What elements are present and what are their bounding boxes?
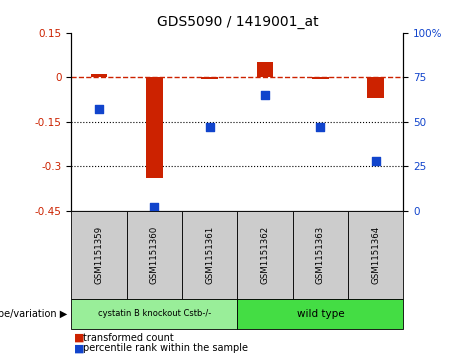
Bar: [201, 77, 218, 79]
Bar: [237, 211, 293, 299]
Text: GSM1151359: GSM1151359: [95, 226, 104, 284]
Bar: [127, 211, 182, 299]
Point: [151, 204, 158, 210]
Text: GSM1151364: GSM1151364: [371, 226, 380, 284]
Text: genotype/variation ▶: genotype/variation ▶: [0, 309, 67, 319]
Text: GSM1151360: GSM1151360: [150, 226, 159, 284]
Bar: [71, 299, 237, 329]
Point: [317, 124, 324, 130]
Bar: [348, 211, 403, 299]
Text: wild type: wild type: [296, 309, 344, 319]
Point: [206, 124, 213, 130]
Bar: [182, 211, 237, 299]
Text: transformed count: transformed count: [83, 333, 174, 343]
Bar: [257, 62, 273, 77]
Text: GSM1151363: GSM1151363: [316, 226, 325, 284]
Point: [95, 106, 103, 112]
Text: percentile rank within the sample: percentile rank within the sample: [83, 343, 248, 354]
Text: GSM1151362: GSM1151362: [260, 226, 270, 284]
Bar: [312, 77, 329, 79]
Bar: [293, 211, 348, 299]
Title: GDS5090 / 1419001_at: GDS5090 / 1419001_at: [157, 15, 318, 29]
Bar: [71, 211, 127, 299]
Text: ■: ■: [74, 343, 84, 354]
Bar: [91, 74, 107, 77]
Text: GSM1151361: GSM1151361: [205, 226, 214, 284]
Point: [261, 92, 269, 98]
Point: [372, 158, 379, 164]
Bar: [237, 299, 403, 329]
Bar: [367, 77, 384, 98]
Text: cystatin B knockout Cstb-/-: cystatin B knockout Cstb-/-: [98, 310, 211, 318]
Text: ■: ■: [74, 333, 84, 343]
Bar: [146, 77, 163, 178]
